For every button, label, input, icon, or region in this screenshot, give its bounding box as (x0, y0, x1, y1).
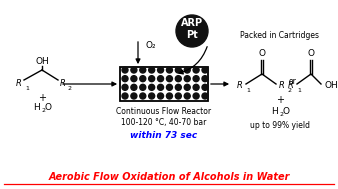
Circle shape (131, 67, 137, 73)
Circle shape (158, 84, 164, 90)
Text: R: R (279, 81, 285, 91)
Circle shape (184, 76, 190, 82)
Text: 1: 1 (297, 88, 301, 94)
Circle shape (131, 76, 137, 82)
Circle shape (166, 84, 172, 90)
Circle shape (122, 76, 128, 82)
Circle shape (166, 76, 172, 82)
Text: O: O (45, 104, 51, 112)
Text: OH: OH (35, 57, 49, 67)
Text: R: R (60, 78, 66, 88)
Circle shape (202, 84, 208, 90)
Circle shape (149, 93, 155, 99)
Circle shape (193, 67, 199, 73)
Circle shape (184, 67, 190, 73)
Circle shape (140, 93, 146, 99)
Text: 1: 1 (25, 85, 29, 91)
Circle shape (176, 15, 208, 47)
Text: ARP
Pt: ARP Pt (181, 18, 203, 40)
Circle shape (202, 76, 208, 82)
Text: Continuous Flow Reactor: Continuous Flow Reactor (116, 108, 212, 116)
Circle shape (175, 93, 181, 99)
Text: Aerobic Flow Oxidation of Alcohols in Water: Aerobic Flow Oxidation of Alcohols in Wa… (48, 172, 290, 182)
Text: R: R (16, 78, 22, 88)
Circle shape (122, 67, 128, 73)
Circle shape (193, 93, 199, 99)
Text: H: H (33, 104, 40, 112)
Text: O: O (283, 106, 290, 115)
Text: within 73 sec: within 73 sec (130, 132, 198, 140)
Circle shape (193, 84, 199, 90)
Text: H: H (272, 106, 279, 115)
Circle shape (175, 67, 181, 73)
Circle shape (166, 93, 172, 99)
Circle shape (122, 93, 128, 99)
Text: +: + (276, 95, 284, 105)
Text: 1: 1 (246, 88, 250, 94)
Text: +: + (38, 93, 46, 103)
FancyArrowPatch shape (179, 47, 207, 74)
Circle shape (149, 67, 155, 73)
Circle shape (131, 93, 137, 99)
Circle shape (175, 84, 181, 90)
Circle shape (158, 67, 164, 73)
Circle shape (175, 76, 181, 82)
Circle shape (140, 84, 146, 90)
Circle shape (202, 67, 208, 73)
Circle shape (122, 84, 128, 90)
Text: OH: OH (324, 81, 338, 91)
Circle shape (131, 84, 137, 90)
Circle shape (166, 67, 172, 73)
Circle shape (140, 67, 146, 73)
Circle shape (149, 76, 155, 82)
Circle shape (158, 93, 164, 99)
Text: Packed in Cartridges: Packed in Cartridges (240, 32, 319, 40)
Text: 2: 2 (68, 85, 72, 91)
Text: 2: 2 (41, 108, 45, 114)
Text: R: R (288, 81, 294, 91)
Text: O: O (308, 50, 314, 59)
Text: O₂: O₂ (146, 40, 156, 50)
Bar (120, 67, 208, 101)
Circle shape (184, 84, 190, 90)
Text: R: R (237, 81, 243, 91)
Text: 2: 2 (288, 88, 292, 94)
Text: 100-120 °C, 40-70 bar: 100-120 °C, 40-70 bar (121, 119, 207, 128)
Circle shape (202, 93, 208, 99)
Circle shape (193, 76, 199, 82)
Text: 2: 2 (279, 112, 283, 116)
Circle shape (184, 93, 190, 99)
Text: up to 99% yield: up to 99% yield (250, 122, 310, 130)
Circle shape (158, 76, 164, 82)
Circle shape (149, 84, 155, 90)
Text: O: O (259, 50, 266, 59)
Circle shape (140, 76, 146, 82)
Text: or: or (289, 77, 297, 85)
